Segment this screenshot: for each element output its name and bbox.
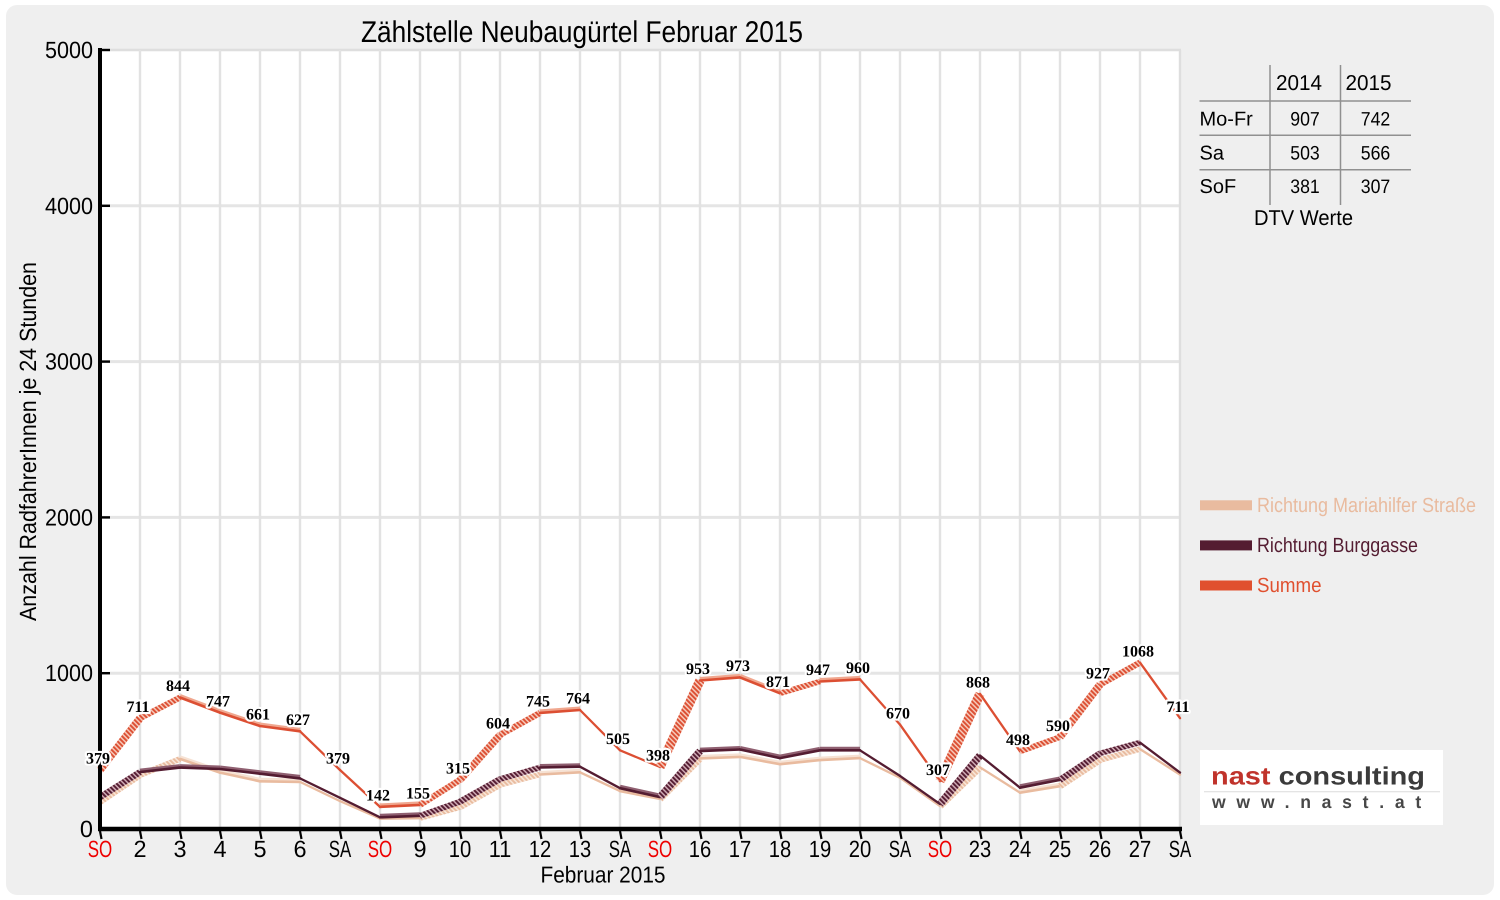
svg-text:16: 16 xyxy=(689,836,712,862)
svg-text:503: 503 xyxy=(1290,143,1320,165)
svg-text:9: 9 xyxy=(413,836,426,862)
svg-text:Zählstelle Neubaugürtel Februa: Zählstelle Neubaugürtel Februar 2015 xyxy=(361,16,803,49)
svg-text:17: 17 xyxy=(729,836,752,862)
svg-text:307: 307 xyxy=(926,762,950,779)
svg-text:2014: 2014 xyxy=(1276,71,1322,95)
svg-text:SA: SA xyxy=(1169,836,1192,862)
svg-text:871: 871 xyxy=(766,674,790,691)
svg-text:Mo-Fr: Mo-Fr xyxy=(1200,109,1254,131)
svg-text:2: 2 xyxy=(133,836,146,862)
svg-text:742: 742 xyxy=(1361,109,1391,131)
svg-text:142: 142 xyxy=(366,788,390,805)
svg-text:381: 381 xyxy=(1290,176,1320,198)
svg-text:604: 604 xyxy=(486,716,510,733)
svg-text:498: 498 xyxy=(1006,732,1030,749)
svg-text:5000: 5000 xyxy=(45,37,93,63)
svg-text:24: 24 xyxy=(1009,836,1032,862)
svg-text:670: 670 xyxy=(886,705,910,722)
svg-text:10: 10 xyxy=(449,836,472,862)
svg-text:Richtung Mariahilfer Straße: Richtung Mariahilfer Straße xyxy=(1257,494,1476,517)
svg-text:590: 590 xyxy=(1046,718,1070,735)
svg-text:25: 25 xyxy=(1049,836,1072,862)
svg-text:5: 5 xyxy=(253,836,266,862)
svg-text:SO: SO xyxy=(928,836,953,862)
svg-text:307: 307 xyxy=(1361,176,1391,198)
svg-text:SoF: SoF xyxy=(1200,176,1237,198)
svg-text:745: 745 xyxy=(526,694,550,711)
svg-text:3000: 3000 xyxy=(45,349,93,375)
svg-text:12: 12 xyxy=(529,836,552,862)
svg-text:398: 398 xyxy=(646,748,670,765)
svg-text:18: 18 xyxy=(769,836,792,862)
svg-text:973: 973 xyxy=(726,658,750,675)
svg-text:505: 505 xyxy=(606,731,630,748)
svg-text:4: 4 xyxy=(213,836,226,862)
svg-text:747: 747 xyxy=(206,693,230,710)
svg-text:nast consulting: nast consulting xyxy=(1211,763,1425,791)
svg-text:627: 627 xyxy=(286,712,310,729)
svg-text:315: 315 xyxy=(446,761,470,778)
svg-text:13: 13 xyxy=(569,836,592,862)
svg-text:379: 379 xyxy=(86,751,110,768)
svg-text:566: 566 xyxy=(1361,143,1391,165)
svg-text:SO: SO xyxy=(88,836,113,862)
svg-text:868: 868 xyxy=(966,675,990,692)
svg-text:Anzahl RadfahrerInnen je 24 St: Anzahl RadfahrerInnen je 24 Stunden xyxy=(15,262,41,621)
svg-text:711: 711 xyxy=(1166,699,1189,716)
svg-text:SO: SO xyxy=(648,836,673,862)
svg-text:19: 19 xyxy=(809,836,832,862)
svg-text:6: 6 xyxy=(293,836,306,862)
svg-text:3: 3 xyxy=(173,836,186,862)
svg-text:SA: SA xyxy=(609,836,632,862)
svg-text:844: 844 xyxy=(166,678,190,695)
svg-text:2015: 2015 xyxy=(1346,71,1392,95)
svg-text:711: 711 xyxy=(126,699,149,716)
svg-text:953: 953 xyxy=(686,661,710,678)
svg-text:4000: 4000 xyxy=(45,193,93,219)
svg-text:907: 907 xyxy=(1290,109,1320,131)
svg-text:DTV Werte: DTV Werte xyxy=(1254,206,1353,230)
svg-text:661: 661 xyxy=(246,707,270,724)
svg-text:11: 11 xyxy=(489,836,512,862)
svg-text:23: 23 xyxy=(969,836,992,862)
svg-text:155: 155 xyxy=(406,786,430,803)
svg-text:SA: SA xyxy=(329,836,352,862)
svg-text:764: 764 xyxy=(566,691,590,708)
svg-text:SA: SA xyxy=(889,836,912,862)
svg-text:Richtung Burggasse: Richtung Burggasse xyxy=(1257,534,1418,557)
svg-text:20: 20 xyxy=(849,836,872,862)
svg-text:1068: 1068 xyxy=(1122,643,1154,660)
svg-text:27: 27 xyxy=(1129,836,1152,862)
svg-text:0: 0 xyxy=(80,816,93,842)
svg-text:1000: 1000 xyxy=(45,660,93,686)
svg-text:947: 947 xyxy=(806,662,830,679)
svg-text:Februar 2015: Februar 2015 xyxy=(541,862,666,888)
svg-text:960: 960 xyxy=(846,660,870,677)
svg-text:Summe: Summe xyxy=(1257,574,1322,597)
svg-text:26: 26 xyxy=(1089,836,1112,862)
svg-text:SO: SO xyxy=(368,836,393,862)
svg-text:Sa: Sa xyxy=(1200,143,1225,165)
svg-text:www.nast.at: www.nast.at xyxy=(1211,792,1432,812)
svg-text:379: 379 xyxy=(326,751,350,768)
svg-text:927: 927 xyxy=(1086,665,1110,682)
svg-text:2000: 2000 xyxy=(45,504,93,530)
